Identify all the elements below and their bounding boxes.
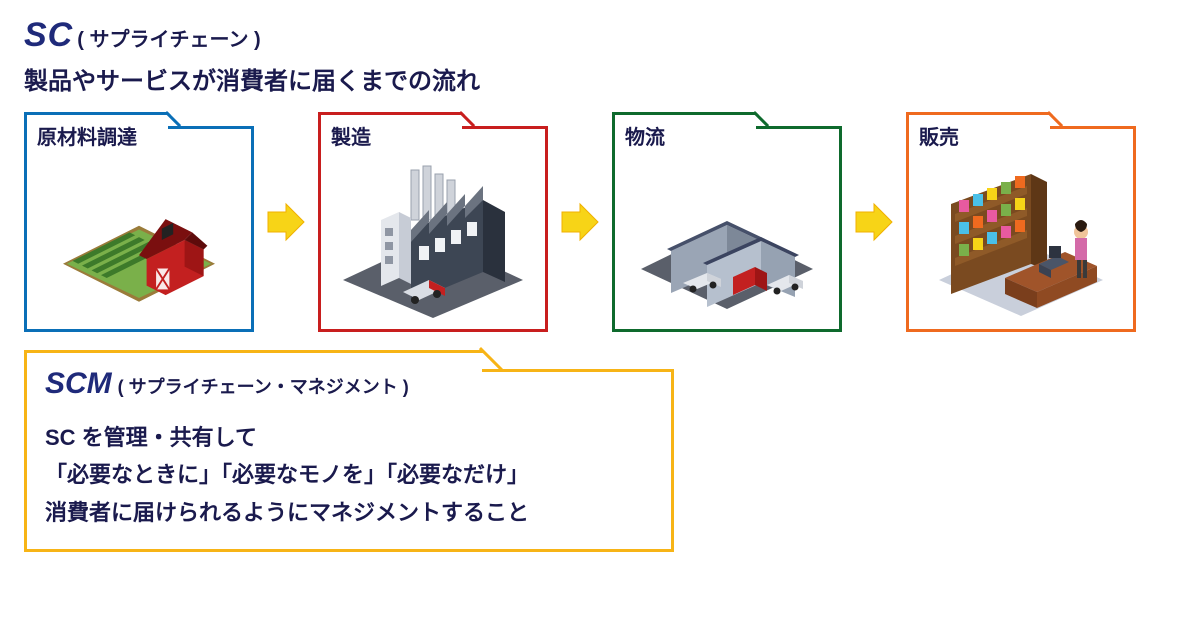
warehouse-icon <box>615 150 839 329</box>
stage-retail: 販売 <box>906 112 1136 332</box>
scm-tab-notch <box>504 350 674 372</box>
sc-abbr: SC <box>24 16 73 55</box>
stage-label: 物流 <box>625 121 665 150</box>
scm-line2: 「必要なときに」「必要なモノを」「必要なだけ」 <box>45 456 653 493</box>
stage-logistics: 物流 <box>612 112 842 332</box>
sc-header: SC ( サプライチェーン ) <box>24 16 1176 55</box>
stage-label: 販売 <box>919 121 959 150</box>
stage-manufacturing: 製造 <box>318 112 548 332</box>
scm-line1: SC を管理・共有して <box>45 419 653 456</box>
stage-label: 製造 <box>331 121 371 150</box>
sc-full: ( サプライチェーン ) <box>77 23 260 52</box>
scm-header: SCM ( サプライチェーン・マネジメント ) <box>45 367 653 401</box>
arrow-shape <box>856 204 892 240</box>
scm-line3: 消費者に届けられるようにマネジメントすること <box>45 494 653 531</box>
arrow-icon <box>558 200 602 244</box>
stage-tab-notch <box>770 112 842 126</box>
stage-label: 原材料調達 <box>37 121 137 150</box>
scm-panel: SCM ( サプライチェーン・マネジメント ) SC を管理・共有して 「必要な… <box>24 350 674 552</box>
scm-abbr: SCM <box>45 367 112 401</box>
arrow-shape <box>268 204 304 240</box>
sc-subtitle: 製品やサービスが消費者に届くまでの流れ <box>24 61 1176 96</box>
stage-tab-notch <box>476 112 548 126</box>
farm-icon <box>27 150 251 329</box>
stage-tab-notch <box>182 112 254 126</box>
arrow-shape <box>562 204 598 240</box>
factory-icon <box>321 150 545 329</box>
stage-procurement: 原材料調達 <box>24 112 254 332</box>
arrow-icon <box>264 200 308 244</box>
stage-tab-notch <box>1064 112 1136 126</box>
supply-chain-flow: 原材料調達 <box>24 112 1176 332</box>
retail-icon <box>909 150 1133 329</box>
scm-body: SC を管理・共有して 「必要なときに」「必要なモノを」「必要なだけ」 消費者に… <box>45 419 653 531</box>
arrow-icon <box>852 200 896 244</box>
scm-full: ( サプライチェーン・マネジメント ) <box>118 373 409 399</box>
